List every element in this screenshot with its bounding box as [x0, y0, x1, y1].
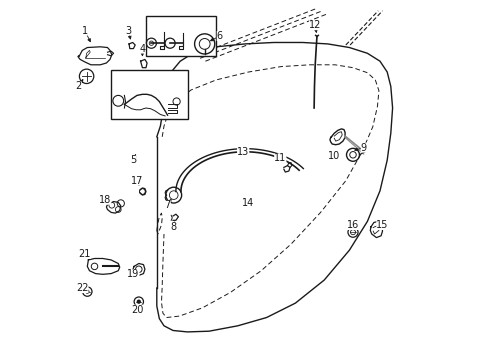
Text: 2: 2: [75, 81, 82, 91]
Text: 3: 3: [125, 26, 131, 36]
Text: 11: 11: [274, 153, 286, 163]
Text: 18: 18: [99, 195, 111, 205]
Bar: [111, 70, 189, 119]
Text: 20: 20: [131, 305, 143, 315]
Text: 1: 1: [82, 26, 88, 36]
Text: 4: 4: [139, 44, 146, 54]
Text: 12: 12: [309, 20, 321, 30]
Text: 9: 9: [361, 143, 367, 153]
Text: 13: 13: [237, 147, 249, 157]
Text: 21: 21: [78, 249, 91, 259]
Text: 17: 17: [131, 176, 143, 186]
Text: 7: 7: [165, 200, 171, 210]
Text: 15: 15: [376, 220, 389, 230]
Text: 22: 22: [76, 283, 89, 293]
Text: 10: 10: [328, 150, 341, 161]
Text: 19: 19: [127, 269, 140, 279]
Text: 6: 6: [217, 31, 223, 41]
Circle shape: [85, 289, 90, 294]
Text: 5: 5: [130, 155, 137, 165]
Bar: [146, 16, 216, 56]
Text: 14: 14: [242, 198, 254, 208]
Circle shape: [137, 300, 141, 304]
Text: 8: 8: [170, 222, 176, 232]
Text: 16: 16: [347, 220, 359, 230]
